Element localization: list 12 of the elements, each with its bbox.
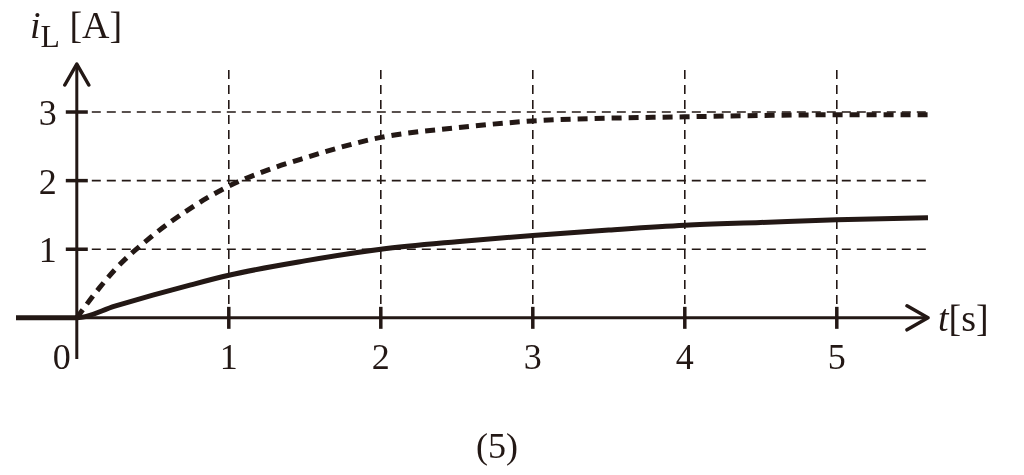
y-tick-label: 2 — [38, 161, 57, 202]
x-tick-label: 1 — [219, 336, 238, 377]
x-tick-label: 2 — [371, 336, 390, 377]
x-tick-label: 3 — [523, 336, 542, 377]
y-tick-label: 3 — [38, 93, 57, 134]
x-tick-label: 5 — [827, 336, 846, 377]
x-tick-label: 0 — [52, 336, 71, 377]
text: (5) — [476, 426, 518, 466]
y-tick-label: 1 — [38, 230, 57, 271]
x-axis-title: t[s] — [938, 297, 989, 339]
y-axis-title: i$_{L}$ [A] — [30, 4, 123, 54]
x-tick-label: 4 — [675, 336, 694, 377]
